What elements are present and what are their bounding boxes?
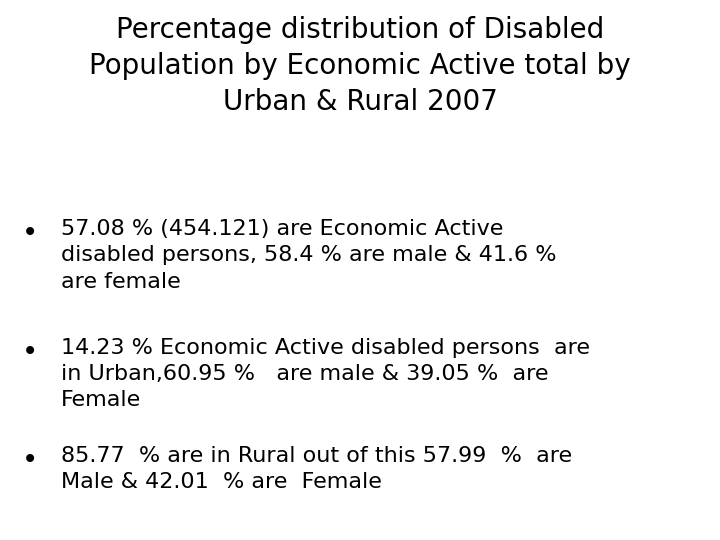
Text: 57.08 % (454.121) are Economic Active
disabled persons, 58.4 % are male & 41.6 %: 57.08 % (454.121) are Economic Active di… [61, 219, 557, 292]
Text: 14.23 % Economic Active disabled persons  are
in Urban,60.95 %   are male & 39.0: 14.23 % Economic Active disabled persons… [61, 338, 590, 410]
Text: •: • [22, 338, 38, 366]
Text: •: • [22, 219, 38, 247]
Text: •: • [22, 446, 38, 474]
Text: 85.77  % are in Rural out of this 57.99  %  are
Male & 42.01  % are  Female: 85.77 % are in Rural out of this 57.99 %… [61, 446, 572, 492]
Text: Percentage distribution of Disabled
Population by Economic Active total by
Urban: Percentage distribution of Disabled Popu… [89, 16, 631, 116]
